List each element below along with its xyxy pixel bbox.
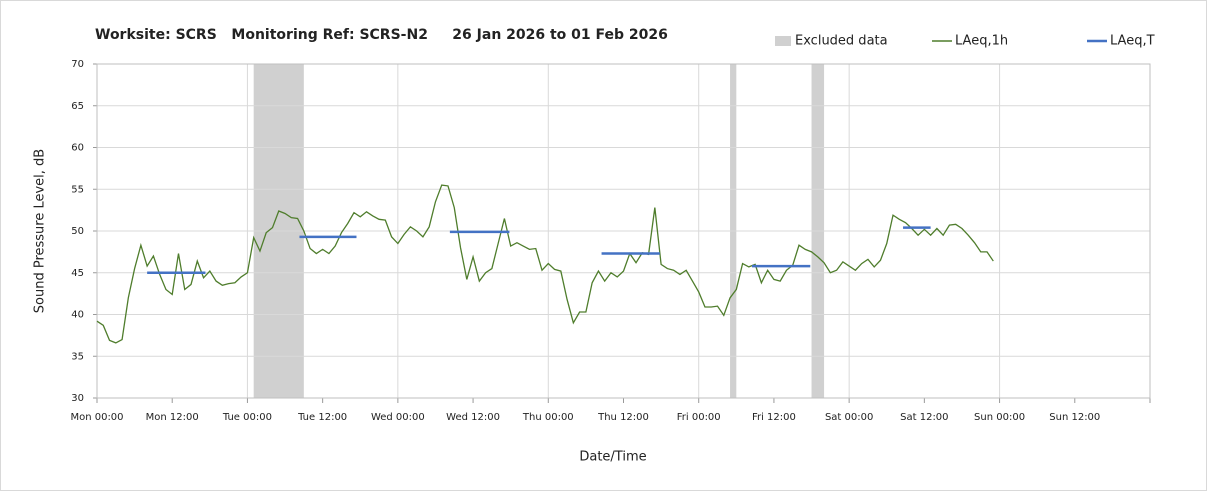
- y-tick-label: 50: [71, 226, 84, 237]
- legend-label: LAeq,1h: [955, 34, 1008, 49]
- x-tick-label: Sun 12:00: [1049, 412, 1100, 423]
- x-tick-label: Mon 12:00: [146, 412, 199, 423]
- y-tick-label: 35: [71, 351, 84, 362]
- x-tick-label: Mon 00:00: [70, 412, 123, 423]
- x-tick-label: Wed 00:00: [371, 412, 425, 423]
- y-tick-label: 65: [71, 101, 84, 112]
- y-tick-label: 40: [71, 310, 84, 321]
- y-axis-title: Sound Pressure Level, dB: [33, 149, 48, 313]
- y-tick-label: 55: [71, 184, 84, 195]
- legend-label: Excluded data: [795, 34, 888, 49]
- x-tick-label: Sat 00:00: [825, 412, 873, 423]
- y-tick-label: 60: [71, 143, 84, 154]
- legend-swatch: [775, 36, 791, 46]
- x-tick-label: Wed 12:00: [446, 412, 500, 423]
- x-tick-label: Fri 00:00: [677, 412, 721, 423]
- plot-border: [96, 63, 1151, 399]
- series-line: [96, 184, 994, 344]
- y-tick-label: 45: [71, 268, 84, 279]
- legend-label: LAeq,T: [1110, 34, 1155, 49]
- y-tick-label: 30: [71, 393, 84, 404]
- x-tick-label: Tue 12:00: [297, 412, 347, 423]
- x-tick-label: Sat 12:00: [900, 412, 948, 423]
- chart-title: Worksite: SCRS Monitoring Ref: SCRS-N2 2…: [95, 27, 668, 43]
- x-tick-label: Sun 00:00: [974, 412, 1025, 423]
- y-tick-label: 70: [71, 59, 84, 70]
- x-tick-label: Thu 00:00: [522, 412, 574, 423]
- x-tick-label: Thu 12:00: [597, 412, 649, 423]
- x-tick-label: Tue 00:00: [222, 412, 272, 423]
- x-axis-title: Date/Time: [579, 450, 646, 465]
- x-tick-label: Fri 12:00: [752, 412, 796, 423]
